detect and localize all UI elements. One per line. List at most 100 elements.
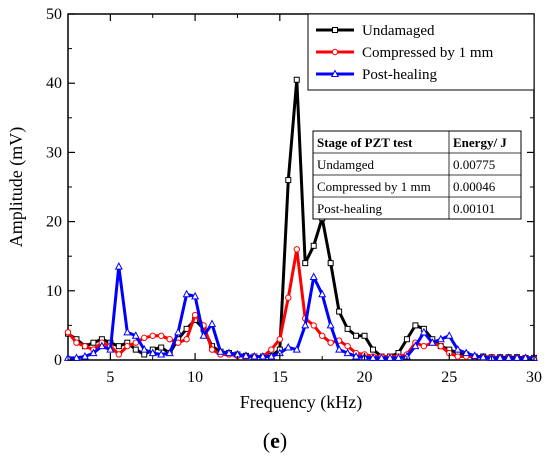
data-point xyxy=(521,353,530,361)
plot-area xyxy=(63,13,539,362)
data-point xyxy=(293,246,300,253)
table-cell: Compressed by 1 mm xyxy=(317,179,431,194)
panel-label: (e) xyxy=(263,428,287,453)
data-point xyxy=(174,327,183,336)
data-point xyxy=(394,353,403,361)
legend-marker xyxy=(332,27,338,33)
data-point xyxy=(343,348,352,357)
x-tick-label: 30 xyxy=(526,369,542,386)
data-point xyxy=(377,353,386,361)
data-point xyxy=(97,341,106,350)
data-point xyxy=(284,342,293,351)
data-point xyxy=(470,351,479,359)
data-point xyxy=(268,346,275,353)
data-point xyxy=(327,260,334,267)
data-point xyxy=(454,353,461,360)
table-cell: 0.00101 xyxy=(453,201,495,216)
data-point xyxy=(64,329,72,336)
data-point xyxy=(131,331,140,339)
data-point xyxy=(496,353,505,361)
table-cell: 0.00775 xyxy=(453,157,495,172)
data-point xyxy=(310,322,317,329)
data-point xyxy=(141,334,148,342)
table-header-cell: Stage of PZT test xyxy=(317,135,413,150)
data-point xyxy=(453,345,462,353)
y-tick-label: 10 xyxy=(46,283,62,300)
data-point xyxy=(90,339,97,346)
x-tick-label: 15 xyxy=(272,369,288,386)
table-cell: 0.00046 xyxy=(453,179,496,194)
legend-marker xyxy=(330,69,340,77)
data-point xyxy=(462,348,471,357)
data-point xyxy=(318,332,326,339)
data-point xyxy=(115,351,123,358)
energy-table: Stage of PZT test Energy/ J Undamged 0.0077… xyxy=(312,130,522,220)
data-point xyxy=(157,349,166,358)
data-point xyxy=(327,339,334,346)
data-point xyxy=(80,351,89,360)
data-point xyxy=(224,348,234,357)
y-tick-label: 30 xyxy=(46,144,62,161)
data-point xyxy=(132,346,139,353)
data-point xyxy=(420,342,428,350)
x-axis-title: Frequency (kHz) xyxy=(240,392,362,413)
data-point xyxy=(326,320,335,329)
axes-layer: 5 10 15 20 25 30 0 10 20 30 40 50 xyxy=(46,6,542,386)
data-point xyxy=(216,347,225,355)
legend-label: Undamaged xyxy=(362,23,435,39)
data-point xyxy=(292,345,301,353)
data-point xyxy=(158,332,165,339)
data-point xyxy=(419,327,428,336)
panel-label-letter: e xyxy=(270,428,280,453)
data-point xyxy=(250,351,259,360)
data-point xyxy=(436,334,445,343)
data-point xyxy=(344,342,351,350)
data-point xyxy=(114,262,123,270)
y-tick-label: 40 xyxy=(46,75,62,92)
legend-label: Compressed by 1 mm xyxy=(362,45,494,61)
data-point xyxy=(513,353,522,361)
data-point xyxy=(241,351,250,359)
data-point xyxy=(353,332,360,339)
data-point xyxy=(309,272,318,280)
data-point xyxy=(115,343,122,350)
data-point xyxy=(182,289,191,298)
panel-label-open: ( xyxy=(263,428,270,453)
x-tick-label: 5 xyxy=(106,369,114,386)
data-point xyxy=(158,344,165,351)
data-point xyxy=(165,348,174,357)
data-point xyxy=(106,345,115,353)
data-point xyxy=(412,322,419,329)
data-point xyxy=(141,351,148,358)
data-point xyxy=(208,319,217,328)
x-tick-label: 25 xyxy=(441,369,457,386)
data-point xyxy=(191,311,199,319)
data-point xyxy=(183,336,190,343)
table-cell: Undamged xyxy=(317,157,375,172)
data-point xyxy=(368,353,378,361)
y-tick-label: 0 xyxy=(54,352,62,369)
data-point xyxy=(73,339,80,346)
data-point xyxy=(258,351,267,360)
data-point xyxy=(335,345,344,353)
data-point xyxy=(89,348,98,357)
series-2 xyxy=(64,246,538,362)
data-point xyxy=(411,341,420,350)
series-layer xyxy=(63,76,539,362)
data-point xyxy=(344,325,351,332)
data-point xyxy=(293,76,300,83)
legend-marker xyxy=(331,48,339,56)
data-point xyxy=(318,289,327,298)
series-3 xyxy=(63,262,539,361)
data-point xyxy=(208,346,216,353)
data-point xyxy=(310,242,317,249)
legend: Undamaged Compressed by 1 mm Post-healing xyxy=(307,13,535,91)
data-point xyxy=(148,348,157,357)
y-tick-label: 20 xyxy=(46,214,62,231)
data-point xyxy=(352,351,361,360)
data-point xyxy=(267,351,276,360)
data-point xyxy=(479,352,488,361)
data-point xyxy=(437,342,444,350)
data-point xyxy=(191,291,200,300)
